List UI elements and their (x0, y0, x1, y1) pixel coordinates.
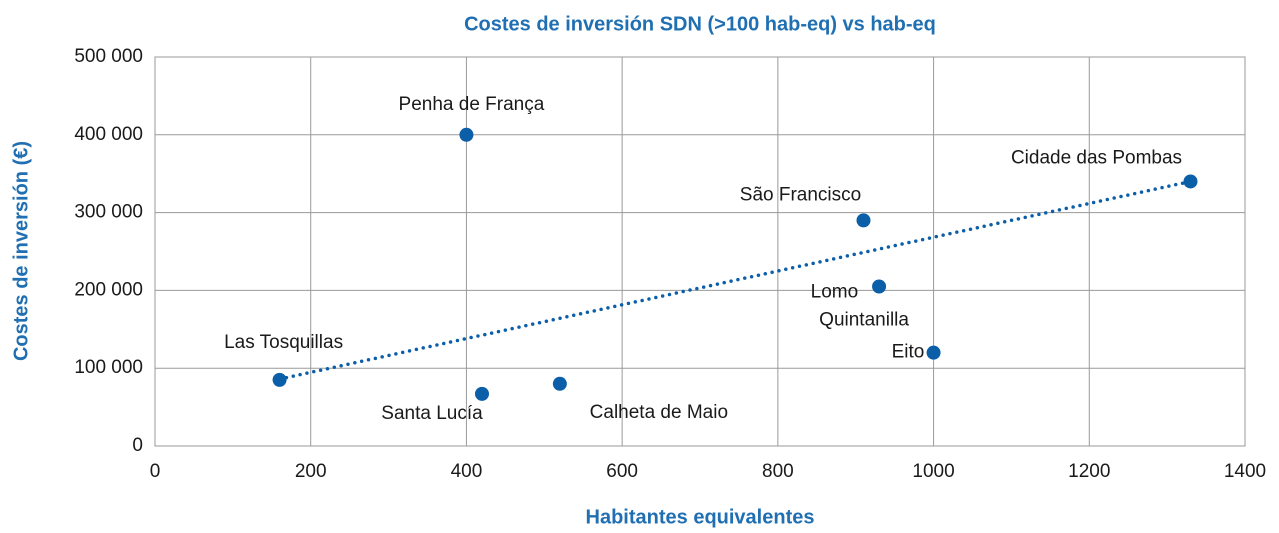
point-label: São Francisco (740, 184, 861, 205)
point (926, 345, 941, 360)
point (1183, 174, 1198, 189)
plot-border (154, 56, 1246, 447)
y-tick-label: 200 000 (74, 279, 143, 300)
x-tick-label: 0 (150, 461, 161, 482)
point-label: Penha de França (399, 94, 545, 115)
y-tick-label: 100 000 (74, 357, 143, 378)
y-axis-title: Costes de inversión (€) (10, 141, 32, 361)
point-label: Santa Lucía (381, 403, 483, 424)
x-tick-label: 1200 (1068, 461, 1110, 482)
point-label: Cidade das Pombas (1011, 147, 1182, 168)
y-tick-label: 500 000 (74, 46, 143, 67)
point-label-line: Lomo (811, 282, 864, 303)
x-tick-label: 600 (606, 461, 638, 482)
point (856, 213, 871, 228)
point-label-line: Quintanilla (819, 310, 909, 331)
point-label: Eito (892, 342, 925, 363)
point-label: Lomo Quintanilla (811, 282, 910, 331)
point-label: Las Tosquillas (224, 332, 343, 353)
x-tick-label: 800 (762, 461, 794, 482)
x-axis-title: Habitantes equivalentes (586, 506, 815, 528)
y-tick-label: 0 (132, 435, 143, 456)
x-tick-label: 400 (451, 461, 483, 482)
trendline (277, 179, 1193, 381)
x-tick-label: 1400 (1224, 461, 1266, 482)
point-label: Calheta de Maio (590, 402, 728, 423)
point (872, 279, 887, 294)
x-tick-label: 200 (295, 461, 327, 482)
chart-title: Costes de inversión SDN (>100 hab-eq) vs… (464, 13, 936, 35)
point (459, 127, 474, 142)
point (272, 372, 287, 387)
x-tick-label: 1000 (912, 461, 954, 482)
y-tick-label: 400 000 (74, 124, 143, 145)
point (552, 376, 567, 391)
point (475, 386, 489, 401)
y-tick-label: 300 000 (74, 202, 143, 223)
